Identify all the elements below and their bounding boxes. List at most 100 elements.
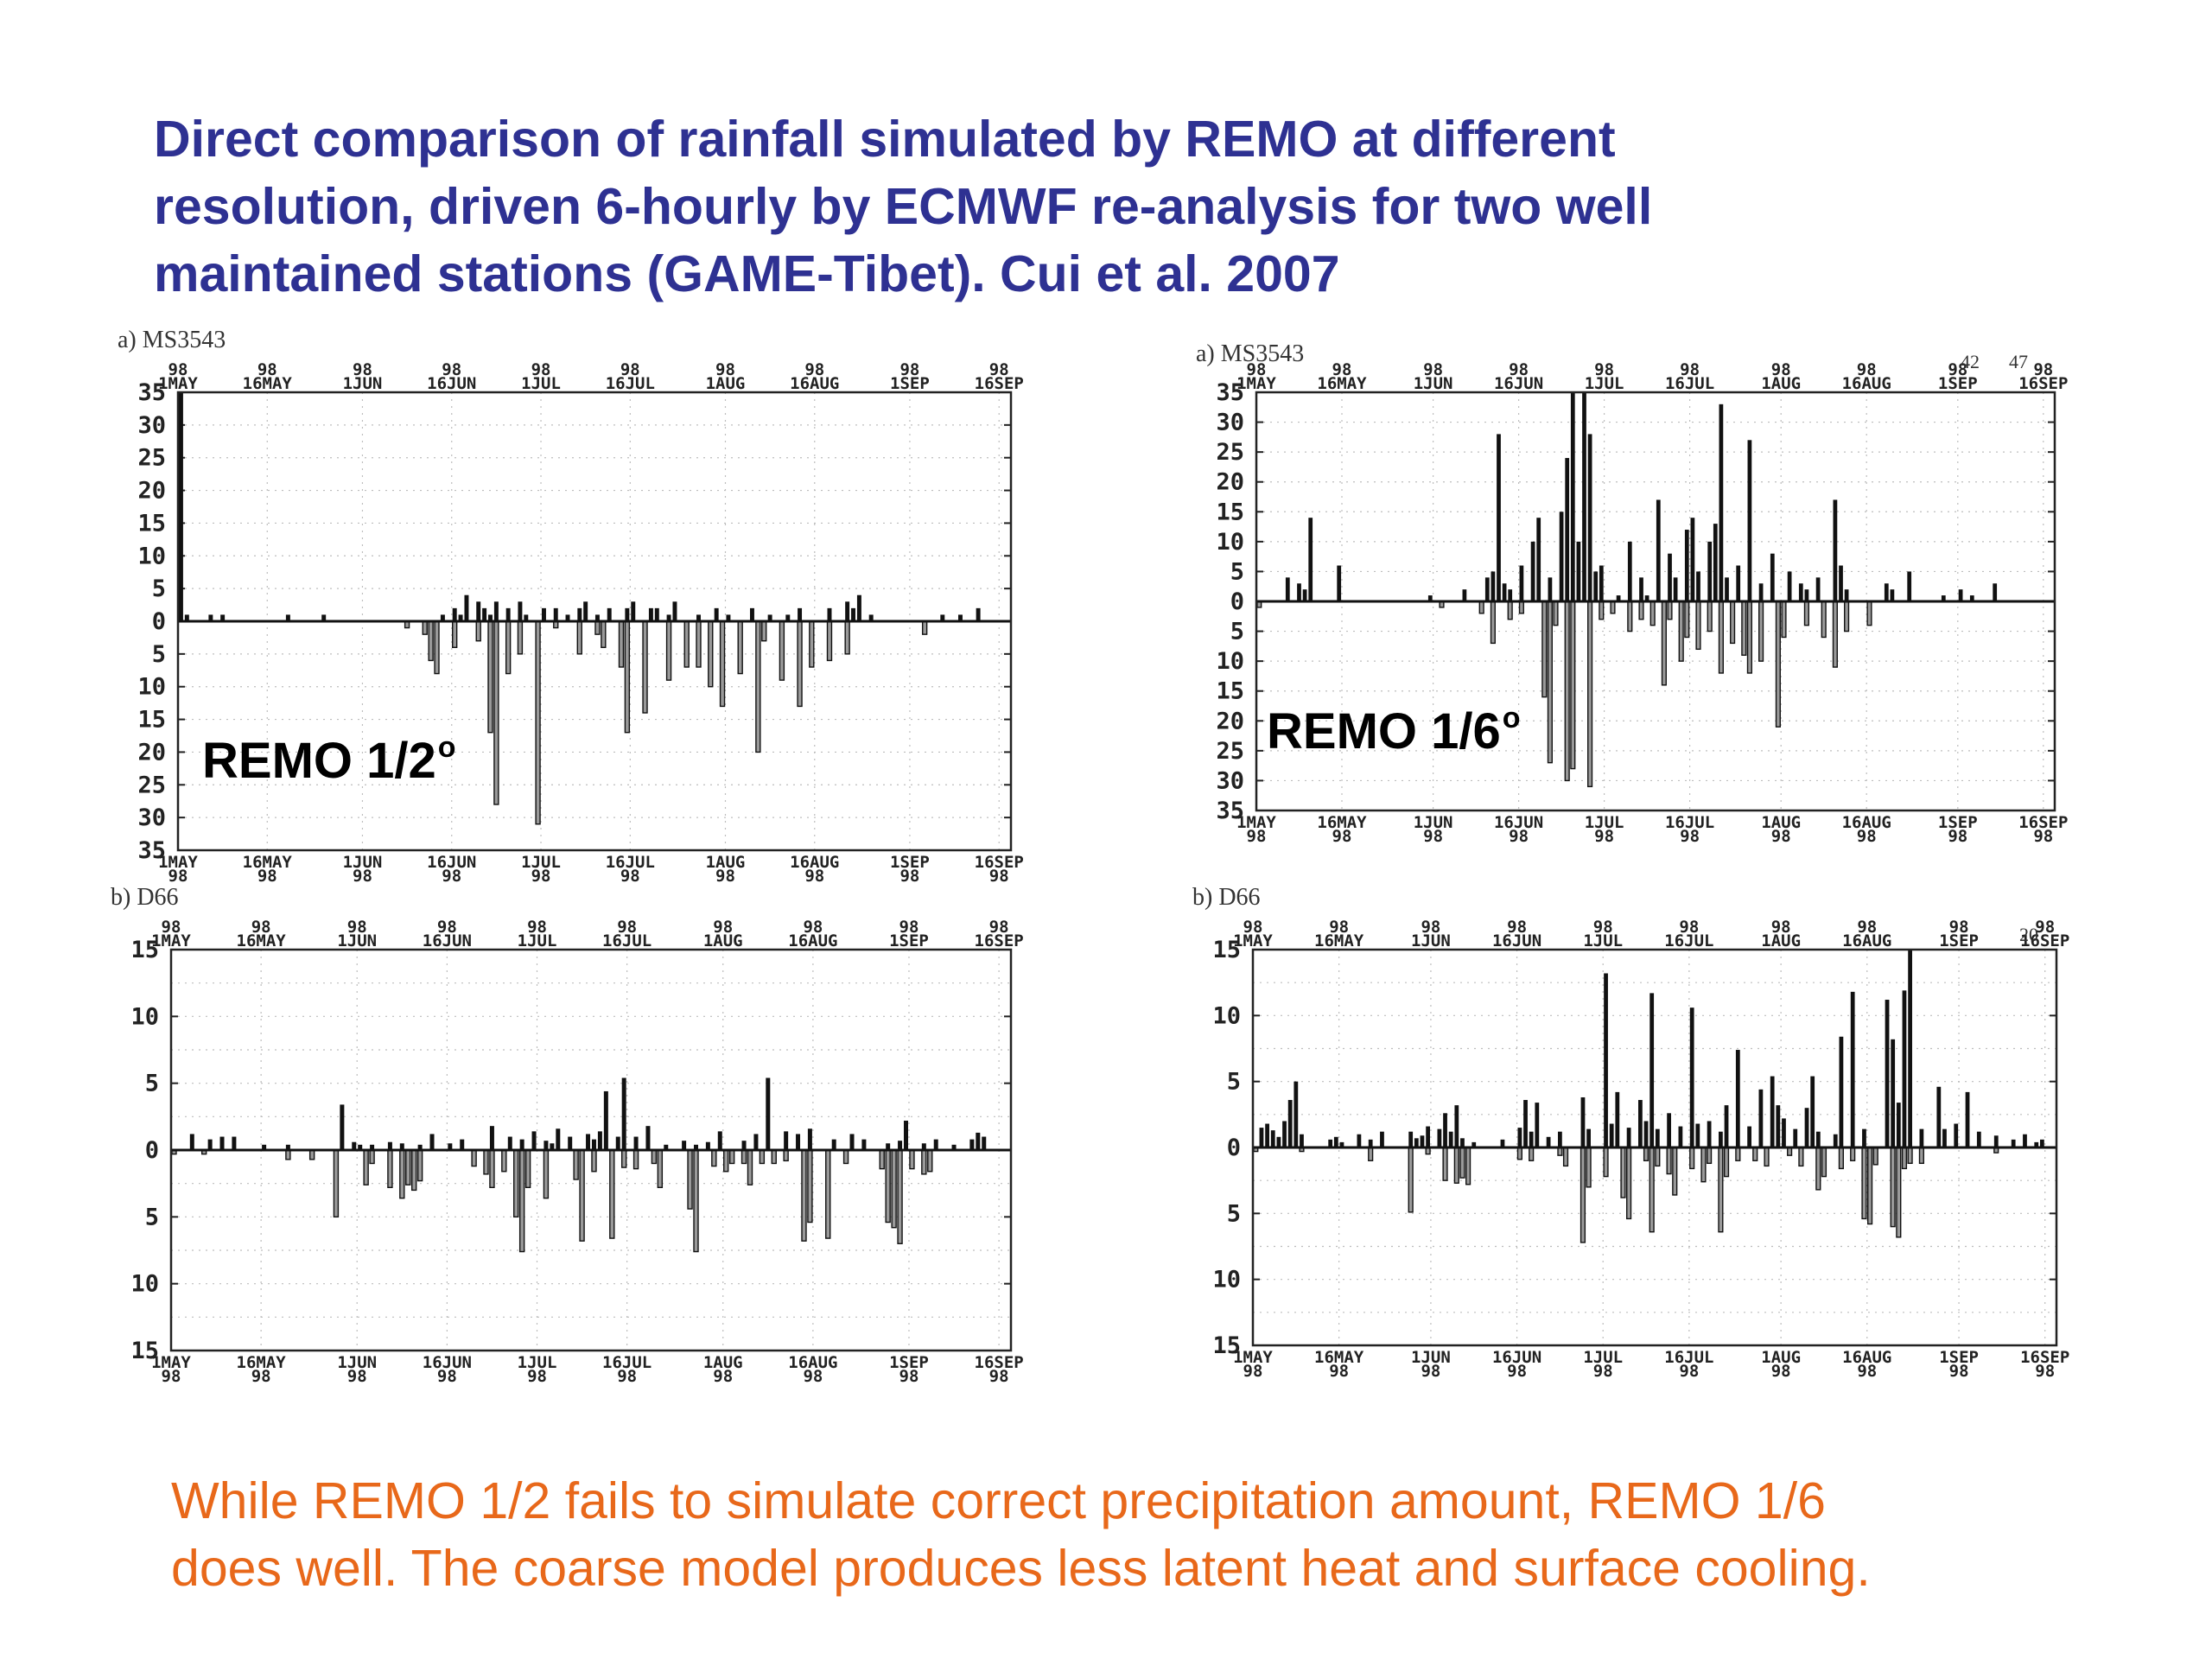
bar-observed: [625, 607, 630, 621]
bar-model: [524, 1149, 531, 1189]
bar-model: [842, 1149, 849, 1165]
bar-observed: [543, 1141, 549, 1150]
x-tick-label-bottom: 1SEP: [1938, 813, 1978, 832]
bar-model: [620, 1149, 627, 1168]
plot-frame: [1251, 948, 2058, 1347]
bar-observed: [1885, 1000, 1890, 1147]
bar-model: [1821, 1147, 1827, 1178]
bar-observed: [1609, 1123, 1614, 1147]
bar-observed: [493, 601, 499, 621]
bar-observed: [1357, 1134, 1362, 1147]
x-tick-year-bottom: 98: [168, 867, 188, 886]
bar-observed: [1626, 1128, 1631, 1147]
x-tick-year-top: 98: [1857, 360, 1877, 379]
x-tick-label-bottom: 1AUG: [703, 1353, 743, 1372]
y-tick-label: 5: [1227, 1069, 1241, 1096]
x-tick-label-bottom: 16MAY: [237, 1353, 287, 1372]
x-tick-year-top: 98: [168, 360, 188, 379]
bar-model: [1587, 601, 1593, 788]
x-tick-year-bottom: 98: [257, 867, 277, 886]
bar-model: [1620, 1147, 1626, 1198]
x-tick-label-bottom: 1MAY: [1233, 1348, 1273, 1367]
x-tick-year-top: 98: [1680, 360, 1700, 379]
x-tick-year-bottom: 98: [899, 867, 919, 886]
bar-observed: [1891, 1039, 1896, 1147]
bar-model: [1643, 1147, 1649, 1161]
bar-observed: [784, 1131, 789, 1150]
bar-model: [632, 1149, 639, 1170]
bar-model: [1465, 1147, 1471, 1185]
bar-model: [573, 1149, 579, 1180]
bar-observed: [1890, 589, 1895, 601]
bar-observed: [1426, 1126, 1430, 1147]
x-tick-label-top: 16JUL: [1665, 374, 1714, 393]
x-tick-year-top: 98: [1593, 918, 1613, 937]
x-tick-year-bottom: 98: [1593, 1362, 1613, 1381]
bar-observed: [189, 1134, 194, 1150]
x-tick-label-bottom: 16AUG: [1842, 813, 1891, 832]
x-tick-label-bottom: 16MAY: [243, 853, 293, 872]
bar-observed: [1758, 583, 1764, 601]
x-tick-year-top: 98: [437, 918, 457, 937]
bar-observed: [654, 607, 659, 621]
bar-observed: [633, 1136, 639, 1150]
bar-model: [1861, 1147, 1867, 1220]
bar-model: [921, 620, 928, 635]
bar-observed: [904, 1120, 908, 1150]
bar-observed: [1719, 1131, 1723, 1147]
y-tick-label: 15: [1216, 678, 1244, 705]
bar-value-annotation: 20: [2019, 924, 2038, 945]
bar-observed: [696, 614, 701, 621]
x-tick-label-top: 1MAY: [158, 374, 198, 393]
bar-model: [927, 1149, 933, 1173]
bar-model: [1507, 601, 1513, 620]
y-tick-label: 5: [1230, 558, 1244, 585]
bar-observed: [1655, 1128, 1660, 1147]
slide-footer: While REMO 1/2 fails to simulate correct…: [171, 1467, 2141, 1602]
bar-observed: [1502, 583, 1507, 601]
bar-model: [518, 1149, 525, 1253]
bar-model: [1672, 1147, 1678, 1196]
x-tick-year-bottom: 98: [1329, 1362, 1349, 1381]
bar-model: [783, 1149, 789, 1162]
x-tick-year-top: 98: [347, 918, 367, 937]
bar-observed: [1965, 1091, 1970, 1147]
x-tick-label-top: 16JUN: [423, 931, 472, 950]
bar-model: [1684, 601, 1690, 639]
bar-model: [723, 1149, 729, 1173]
bar-observed: [370, 1144, 375, 1150]
x-tick-year-top: 98: [1247, 360, 1267, 379]
bar-observed: [1491, 571, 1496, 601]
x-tick-year-bottom: 98: [989, 1367, 1009, 1386]
bar-model: [1735, 1147, 1741, 1161]
bar-observed: [1993, 583, 1998, 601]
bar-observed: [1570, 392, 1575, 601]
x-tick-label-bottom: 1MAY: [158, 853, 198, 872]
x-tick-label-top: 16JUL: [602, 931, 652, 950]
bar-model: [1803, 601, 1809, 626]
bar-model: [807, 1149, 813, 1224]
bar-observed: [2023, 1134, 2027, 1147]
panel-title: b) D66: [111, 884, 179, 911]
x-tick-label-top: 1JUL: [521, 374, 561, 393]
bar-observed: [682, 1141, 687, 1150]
x-tick-label-bottom: 1MAY: [151, 1353, 191, 1372]
x-tick-label-bottom: 1MAY: [1236, 813, 1276, 832]
x-tick-year-top: 98: [617, 918, 637, 937]
x-tick-year-bottom: 98: [1680, 827, 1700, 846]
bar-observed: [1297, 583, 1301, 601]
bar-observed: [1517, 1128, 1522, 1147]
y-tick-label: 5: [145, 1071, 159, 1097]
bar-observed: [1484, 577, 1490, 601]
bar-observed: [976, 1132, 981, 1150]
bar-model: [801, 1149, 807, 1242]
x-tick-year-top: 98: [1771, 360, 1791, 379]
x-tick-label-top: 16JUL: [606, 374, 655, 393]
x-tick-label-bottom: 1JUN: [1411, 1348, 1451, 1367]
bar-model: [1368, 1147, 1374, 1161]
x-tick-year-top: 98: [1421, 918, 1440, 937]
x-tick-year-top: 98: [1509, 360, 1529, 379]
x-tick-label-top: 16AUG: [1842, 931, 1891, 950]
bar-observed: [798, 607, 803, 621]
x-tick-label-top: 16SEP: [975, 374, 1024, 393]
